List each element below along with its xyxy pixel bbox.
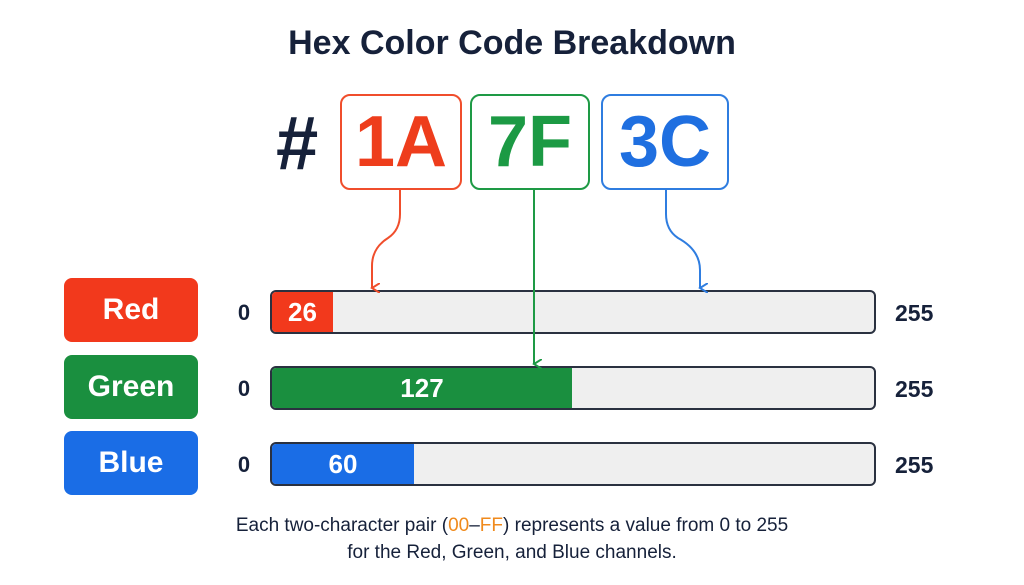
channel-label-blue: Blue bbox=[64, 431, 198, 495]
channel-value-blue: 60 bbox=[328, 448, 358, 479]
footer-text-end: ) represents a value from 0 to 255 bbox=[503, 515, 789, 536]
channel-bar-blue: 60 bbox=[270, 442, 876, 486]
channel-label-red: Red bbox=[64, 278, 198, 342]
range-start-accent: 00 bbox=[448, 515, 470, 536]
channel-bar-green: 127 bbox=[270, 366, 876, 410]
footer-text-start: Each two-character pair ( bbox=[235, 515, 449, 536]
channel-fill-green: 127 bbox=[272, 368, 572, 408]
channel-bar-red: 26 bbox=[270, 290, 876, 334]
range-dash: – bbox=[469, 515, 480, 536]
scale-max-green: 255 bbox=[895, 376, 934, 402]
channel-fill-blue: 60 bbox=[272, 444, 414, 484]
footer-line-2: for the Red, Green, and Blue channels. bbox=[347, 542, 677, 563]
hex-hash-symbol: # bbox=[276, 101, 319, 186]
page-title: Hex Color Code Breakdown bbox=[288, 24, 736, 62]
footer-caption: Each two-character pair (00–FF) represen… bbox=[0, 512, 1024, 566]
channel-fill-red: 26 bbox=[272, 292, 333, 332]
channel-value-red: 26 bbox=[288, 296, 317, 327]
scale-min-blue: 0 bbox=[237, 452, 251, 477]
channel-value-green: 127 bbox=[400, 372, 444, 403]
scale-max-blue: 255 bbox=[895, 452, 934, 478]
hex-pair-green: 7F bbox=[470, 94, 590, 190]
hex-pair-red: 1A bbox=[340, 94, 462, 190]
channel-label-green: Green bbox=[64, 355, 198, 419]
scale-min-red: 0 bbox=[237, 300, 251, 325]
hex-pair-blue: 3C bbox=[601, 94, 729, 190]
arrow-red bbox=[372, 190, 401, 288]
scale-min-green: 0 bbox=[237, 376, 251, 401]
scale-max-red: 255 bbox=[895, 300, 934, 326]
arrow-blue bbox=[665, 190, 700, 288]
range-end-accent: FF bbox=[479, 515, 504, 536]
footer-line-1: Each two-character pair (00–FF) represen… bbox=[0, 512, 1024, 539]
